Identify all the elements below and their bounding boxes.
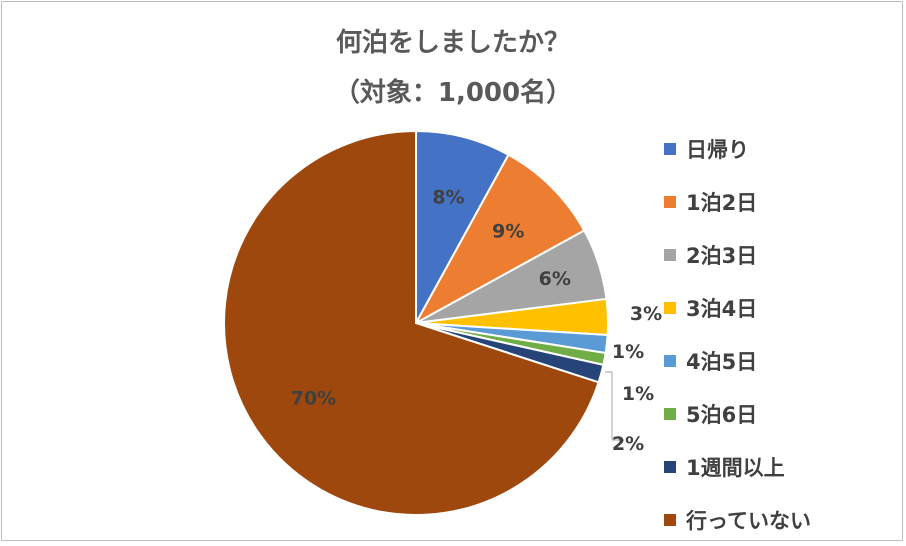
legend-label: 5泊6日 bbox=[686, 402, 758, 427]
data-label-3: 6% bbox=[539, 268, 571, 290]
legend-swatch bbox=[664, 195, 676, 208]
legend-label: 1泊2日 bbox=[686, 190, 758, 215]
legend-item-5: 4泊5日 bbox=[664, 334, 811, 387]
legend-item-1: 日帰り bbox=[664, 122, 811, 175]
data-label-2: 9% bbox=[492, 221, 524, 243]
legend-item-4: 3泊4日 bbox=[664, 281, 811, 334]
legend-swatch bbox=[664, 513, 676, 526]
chart-title: 何泊をしましたか？ bbox=[335, 28, 570, 58]
legend-label: 4泊5日 bbox=[686, 349, 758, 374]
legend-swatch bbox=[664, 407, 676, 420]
data-label-8: 70% bbox=[291, 387, 336, 409]
pie-slice-1 bbox=[415, 129, 510, 324]
legend-item-7: 1週間以上 bbox=[664, 440, 811, 493]
legend-label: 3泊4日 bbox=[686, 296, 758, 321]
chart-subtitle: （対象：1,000名） bbox=[333, 78, 573, 108]
legend-item-6: 5泊6日 bbox=[664, 387, 811, 440]
legend-item-8: 行っていない bbox=[664, 493, 811, 546]
leader-line-7 bbox=[605, 371, 624, 441]
legend-label: 行っていない bbox=[686, 508, 811, 533]
data-label-1: 8% bbox=[432, 187, 464, 209]
legend-item-2: 1泊2日 bbox=[664, 175, 811, 228]
legend-swatch bbox=[664, 248, 676, 261]
legend-swatch bbox=[664, 301, 676, 314]
legend-swatch bbox=[664, 460, 676, 473]
legend-item-3: 2泊3日 bbox=[664, 228, 811, 281]
pie-slice-2 bbox=[413, 153, 586, 326]
data-label-5: 1% bbox=[612, 341, 644, 363]
legend-swatch bbox=[664, 354, 676, 367]
legend-swatch bbox=[664, 142, 676, 155]
legend-label: 日帰り bbox=[686, 137, 749, 162]
data-label-4: 3% bbox=[630, 303, 662, 325]
chart-legend: 日帰り 1泊2日 2泊3日 3泊4日 4泊5日 5泊6日 1週間以上行っていない bbox=[664, 122, 811, 546]
legend-label: 1週間以上 bbox=[686, 455, 785, 480]
data-label-6: 1% bbox=[622, 383, 654, 405]
pie-slice-8 bbox=[223, 129, 600, 516]
legend-label: 2泊3日 bbox=[686, 243, 758, 268]
data-label-7: 2% bbox=[612, 433, 644, 455]
